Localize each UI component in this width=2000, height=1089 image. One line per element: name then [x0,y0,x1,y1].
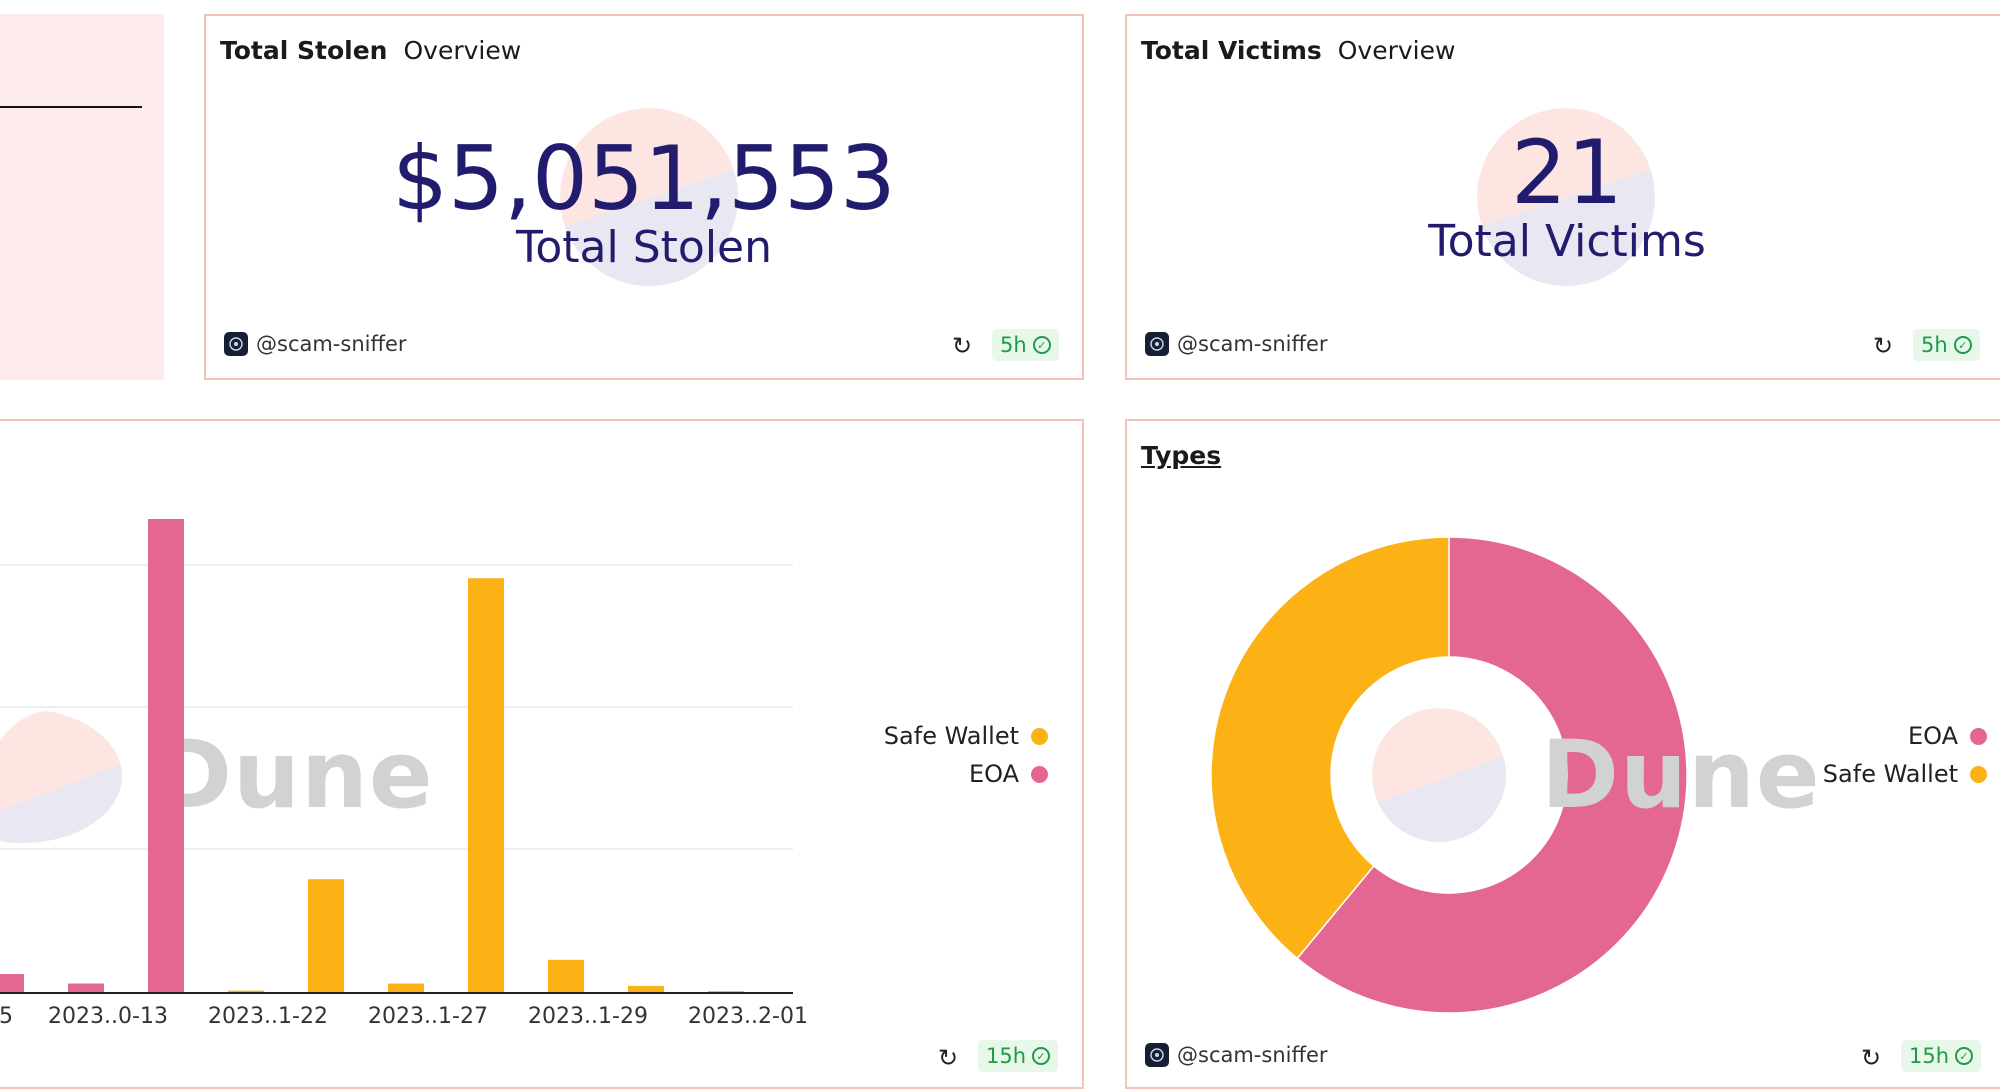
bar-eoa [148,519,184,993]
legend-item-eoa[interactable]: EOA [1747,717,1987,755]
legend-dot [1031,765,1048,783]
panel-title[interactable]: Total Stolen [220,36,388,65]
panel-header: Types [1141,441,1221,470]
counter-label: Total Victims [1428,216,1706,267]
freshness-badge[interactable]: 15h ✓ [978,1040,1059,1072]
counter-value: $5,051,553 [392,127,896,230]
dune-watermark: Dune [1541,721,1821,830]
panel-tab[interactable]: Overview [1337,36,1456,65]
author-name: @scam-sniffer [256,332,407,356]
bar-safe-wallet [548,959,584,993]
author-avatar [224,332,248,356]
x-tick-label: 2023..0-13 [48,1004,168,1029]
donut-slice-eoa [1296,536,1687,1014]
legend-label: Safe Wallet [1822,760,1958,788]
bar-safe-wallet [628,985,664,993]
freshness-badge[interactable]: 5h ✓ [1913,329,1980,361]
x-tick-label: 2023..1-27 [368,1004,488,1029]
panel-footer-author[interactable]: @scam-sniffer [1145,1043,1328,1067]
bar-chart-panel: Dune 5 2023..0-13 2023..1-22 2023..1-27 2023… [0,419,1084,1089]
check-circle-icon: ✓ [1955,1047,1974,1065]
x-tick-label: 2023..1-29 [528,1004,648,1029]
panel-footer-author[interactable]: @scam-sniffer [1145,332,1328,356]
counter-label: Total Stolen [515,222,773,273]
freshness-text: 15h [986,1044,1027,1068]
check-circle-icon: ✓ [1032,336,1051,354]
author-name: @scam-sniffer [1177,1043,1328,1067]
bar-safe-wallet [468,578,504,993]
legend-item-safe-wallet[interactable]: Safe Wallet [1747,755,1987,793]
freshness-text: 5h [1921,333,1948,357]
panel-tab[interactable]: Overview [403,36,522,65]
refresh-icon[interactable]: ↻ [938,1044,959,1072]
x-tick-label: 2023..2-01 [688,1004,808,1029]
legend-dot [1970,727,1987,745]
freshness-text: 5h [1000,333,1027,357]
counter-value: 21 [1511,121,1623,224]
panel-footer-author[interactable]: @scam-sniffer [224,332,407,356]
legend-dot [1970,765,1987,783]
legend-label: EOA [968,760,1019,788]
types-panel: Types Dune EOA Safe Wallet @scam-sniffer… [1125,419,2000,1089]
bar-safe-wallet [388,983,424,993]
donut-slice-safe-wallet [1210,536,1450,960]
legend-dot [1031,727,1048,745]
panel-header: Total Victims Overview [1141,36,1455,65]
author-avatar [1145,1043,1169,1067]
author-avatar [1145,332,1169,356]
bar-safe-wallet [308,879,344,993]
legend-label: EOA [1907,722,1958,750]
bar-chart-legend: Safe Wallet EOA [818,717,1048,793]
freshness-text: 15h [1909,1044,1950,1068]
counter-display: $5,051,553 Total Stolen [206,134,1082,272]
bar-chart: 5 2023..0-13 2023..1-22 2023..1-27 2023..1-2… [0,519,808,1029]
dune-logo-watermark [1372,708,1506,842]
refresh-icon[interactable]: ↻ [952,332,973,360]
underline-divider [0,106,142,108]
panel-title[interactable]: Total Victims [1141,36,1322,65]
check-circle-icon: ✓ [1032,1047,1051,1065]
total-stolen-panel: Total Stolen Overview $5,051,553 Total St… [204,14,1084,380]
refresh-icon[interactable]: ↻ [1861,1044,1882,1072]
author-name: @scam-sniffer [1177,332,1328,356]
dune-logo-watermark [0,709,122,843]
legend-label: Safe Wallet [883,722,1019,750]
panel-title[interactable]: Types [1141,441,1222,470]
donut-legend: EOA Safe Wallet [1747,717,1987,793]
legend-item-safe-wallet[interactable]: Safe Wallet [818,717,1048,755]
freshness-badge[interactable]: 15h ✓ [1901,1040,1982,1072]
refresh-icon[interactable]: ↻ [1873,332,1894,360]
counter-display: 21 Total Victims [1127,128,2000,266]
bar-eoa [68,983,104,993]
total-victims-panel: Total Victims Overview 21 Total Victims @… [1125,14,2000,380]
left-partial-panel [0,14,164,380]
legend-item-eoa[interactable]: EOA [818,755,1048,793]
x-tick-label: 2023..1-22 [208,1004,328,1029]
check-circle-icon: ✓ [1953,336,1972,354]
dune-logo-watermark [560,108,738,286]
dune-logo-watermark [1477,108,1655,286]
freshness-badge[interactable]: 5h ✓ [992,329,1059,361]
dune-watermark: Dune [154,721,434,830]
bar-safe-wallet [228,990,264,993]
x-tick-label: 5 [0,1004,13,1029]
bar-eoa [0,974,24,993]
donut-chart [1210,536,1687,1014]
panel-header: Total Stolen Overview [220,36,521,65]
